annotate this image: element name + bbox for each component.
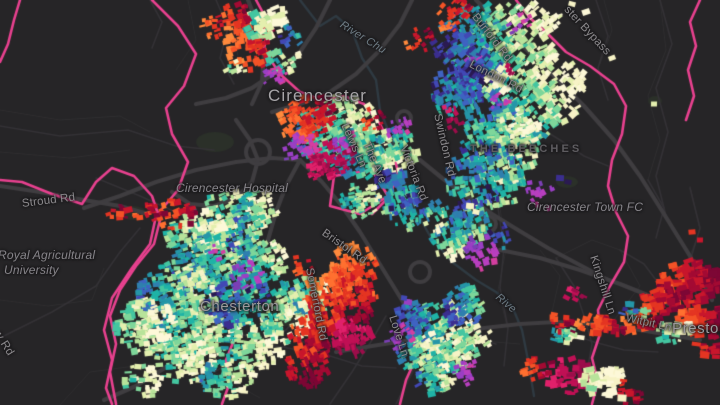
map-viewport[interactable]: CirencesterChestertonPrestonTHE BEECHESS… bbox=[0, 0, 720, 405]
map-tile-canvas[interactable] bbox=[0, 0, 720, 405]
